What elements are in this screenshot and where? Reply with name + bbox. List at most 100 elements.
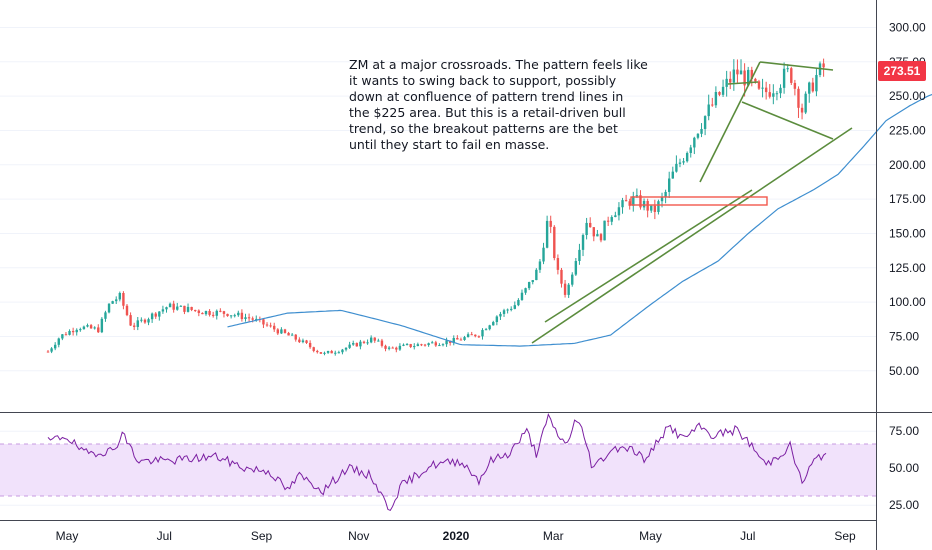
- candle-body: [369, 337, 373, 343]
- candle-body: [219, 310, 222, 312]
- candle-body: [531, 280, 534, 283]
- candle-body: [373, 337, 376, 341]
- rsi-tick-label: 25.00: [889, 498, 919, 512]
- candle-body: [596, 234, 599, 237]
- candle-body: [513, 305, 516, 309]
- candle-body: [811, 82, 815, 92]
- candle-body: [262, 319, 265, 325]
- candle-body: [413, 346, 416, 348]
- candle-body: [793, 82, 797, 89]
- rsi-line: [47, 412, 827, 512]
- candle-body: [797, 88, 800, 108]
- candle-body: [197, 310, 201, 313]
- candle-body: [269, 325, 272, 327]
- candle-body: [352, 343, 355, 345]
- time-tick-label: Jul: [740, 529, 755, 543]
- candle-body: [402, 344, 405, 346]
- candle-body: [517, 299, 520, 306]
- candle-body: [563, 283, 567, 295]
- candle-body: [136, 320, 139, 327]
- candle-body: [280, 329, 283, 334]
- candle-body: [64, 334, 68, 336]
- candle-body: [567, 284, 570, 295]
- candle-body: [782, 68, 786, 88]
- candle-body: [603, 220, 606, 241]
- candle-body: [675, 163, 678, 172]
- annotation-line-1: ZM at a major crossroads. The pattern fe…: [349, 57, 648, 72]
- time-axis: May Jul Sep Nov 2020 Mar May Jul Sep: [56, 529, 856, 543]
- candle-body: [427, 343, 430, 346]
- candle-body: [754, 78, 757, 82]
- price-tick-label: 125.00: [889, 261, 926, 275]
- annotation-line-6: until they start to fail en masse.: [349, 137, 549, 152]
- time-tick-label: May: [639, 529, 662, 543]
- candle-body: [542, 247, 545, 262]
- candle-body: [761, 87, 764, 89]
- candle-body: [617, 207, 621, 216]
- candle-body: [129, 315, 132, 326]
- candle-body: [646, 200, 649, 211]
- candle-body: [474, 334, 477, 337]
- wedge-upper-line[interactable]: [759, 61, 834, 71]
- candle-body: [276, 329, 280, 334]
- candle-body: [635, 195, 639, 197]
- candle-body: [682, 161, 685, 163]
- candle-body: [689, 147, 692, 153]
- candle-body: [362, 341, 366, 343]
- candle-body: [696, 133, 700, 138]
- candle-body: [700, 128, 703, 134]
- price-tick-label: 75.00: [889, 329, 919, 343]
- candle-body: [147, 319, 150, 323]
- candle-body: [721, 86, 725, 95]
- support-trendline[interactable]: [531, 127, 853, 344]
- breakout-box[interactable]: [630, 196, 768, 206]
- candle-body: [154, 313, 157, 317]
- candle-body: [237, 312, 240, 316]
- candle-body: [822, 63, 825, 68]
- candle-body: [287, 332, 290, 336]
- candle-body: [520, 292, 524, 300]
- candle-body: [800, 107, 804, 113]
- candle-body: [71, 330, 75, 333]
- candle-body: [434, 342, 438, 346]
- candle-body: [204, 310, 208, 315]
- candle-body: [244, 317, 247, 320]
- flag-line[interactable]: [727, 81, 759, 85]
- candle-body: [179, 305, 183, 307]
- candle-body: [273, 325, 276, 330]
- annotation-line-4: the $225 area. But this is a retail-driv…: [349, 105, 626, 120]
- candle-body: [190, 306, 193, 310]
- rsi-tick-label: 75.00: [889, 424, 919, 438]
- candle-body: [226, 313, 229, 317]
- candle-body: [387, 347, 391, 349]
- candle-body: [68, 330, 71, 335]
- candle-body: [50, 348, 53, 352]
- candle-body: [664, 191, 667, 197]
- candle-body: [100, 318, 104, 333]
- candle-body: [488, 325, 491, 330]
- candle-body: [538, 261, 542, 270]
- candle-body: [732, 69, 736, 83]
- candle-body: [323, 352, 326, 354]
- candle-body: [599, 234, 603, 241]
- candle-body: [571, 274, 574, 285]
- candle-body: [477, 336, 481, 338]
- candle-body: [714, 91, 718, 106]
- candle-body: [377, 340, 380, 342]
- candle-body: [510, 308, 513, 310]
- last-price-badge: 273.51: [878, 61, 926, 81]
- candle-body: [693, 137, 696, 148]
- candle-body: [86, 325, 89, 327]
- candle-body: [305, 340, 308, 343]
- annotation-text-block[interactable]: ZM at a major crossroads. The pattern fe…: [349, 57, 648, 152]
- time-tick-label: Mar: [543, 529, 564, 543]
- candle-body: [168, 303, 172, 308]
- candle-body: [405, 344, 409, 346]
- candle-body: [420, 344, 423, 346]
- candle-body: [747, 69, 750, 86]
- wedge-lower-line[interactable]: [741, 101, 834, 140]
- candle-body: [621, 200, 624, 208]
- candle-body: [186, 306, 190, 312]
- candle-body: [140, 319, 143, 321]
- lower-trendline[interactable]: [544, 189, 753, 323]
